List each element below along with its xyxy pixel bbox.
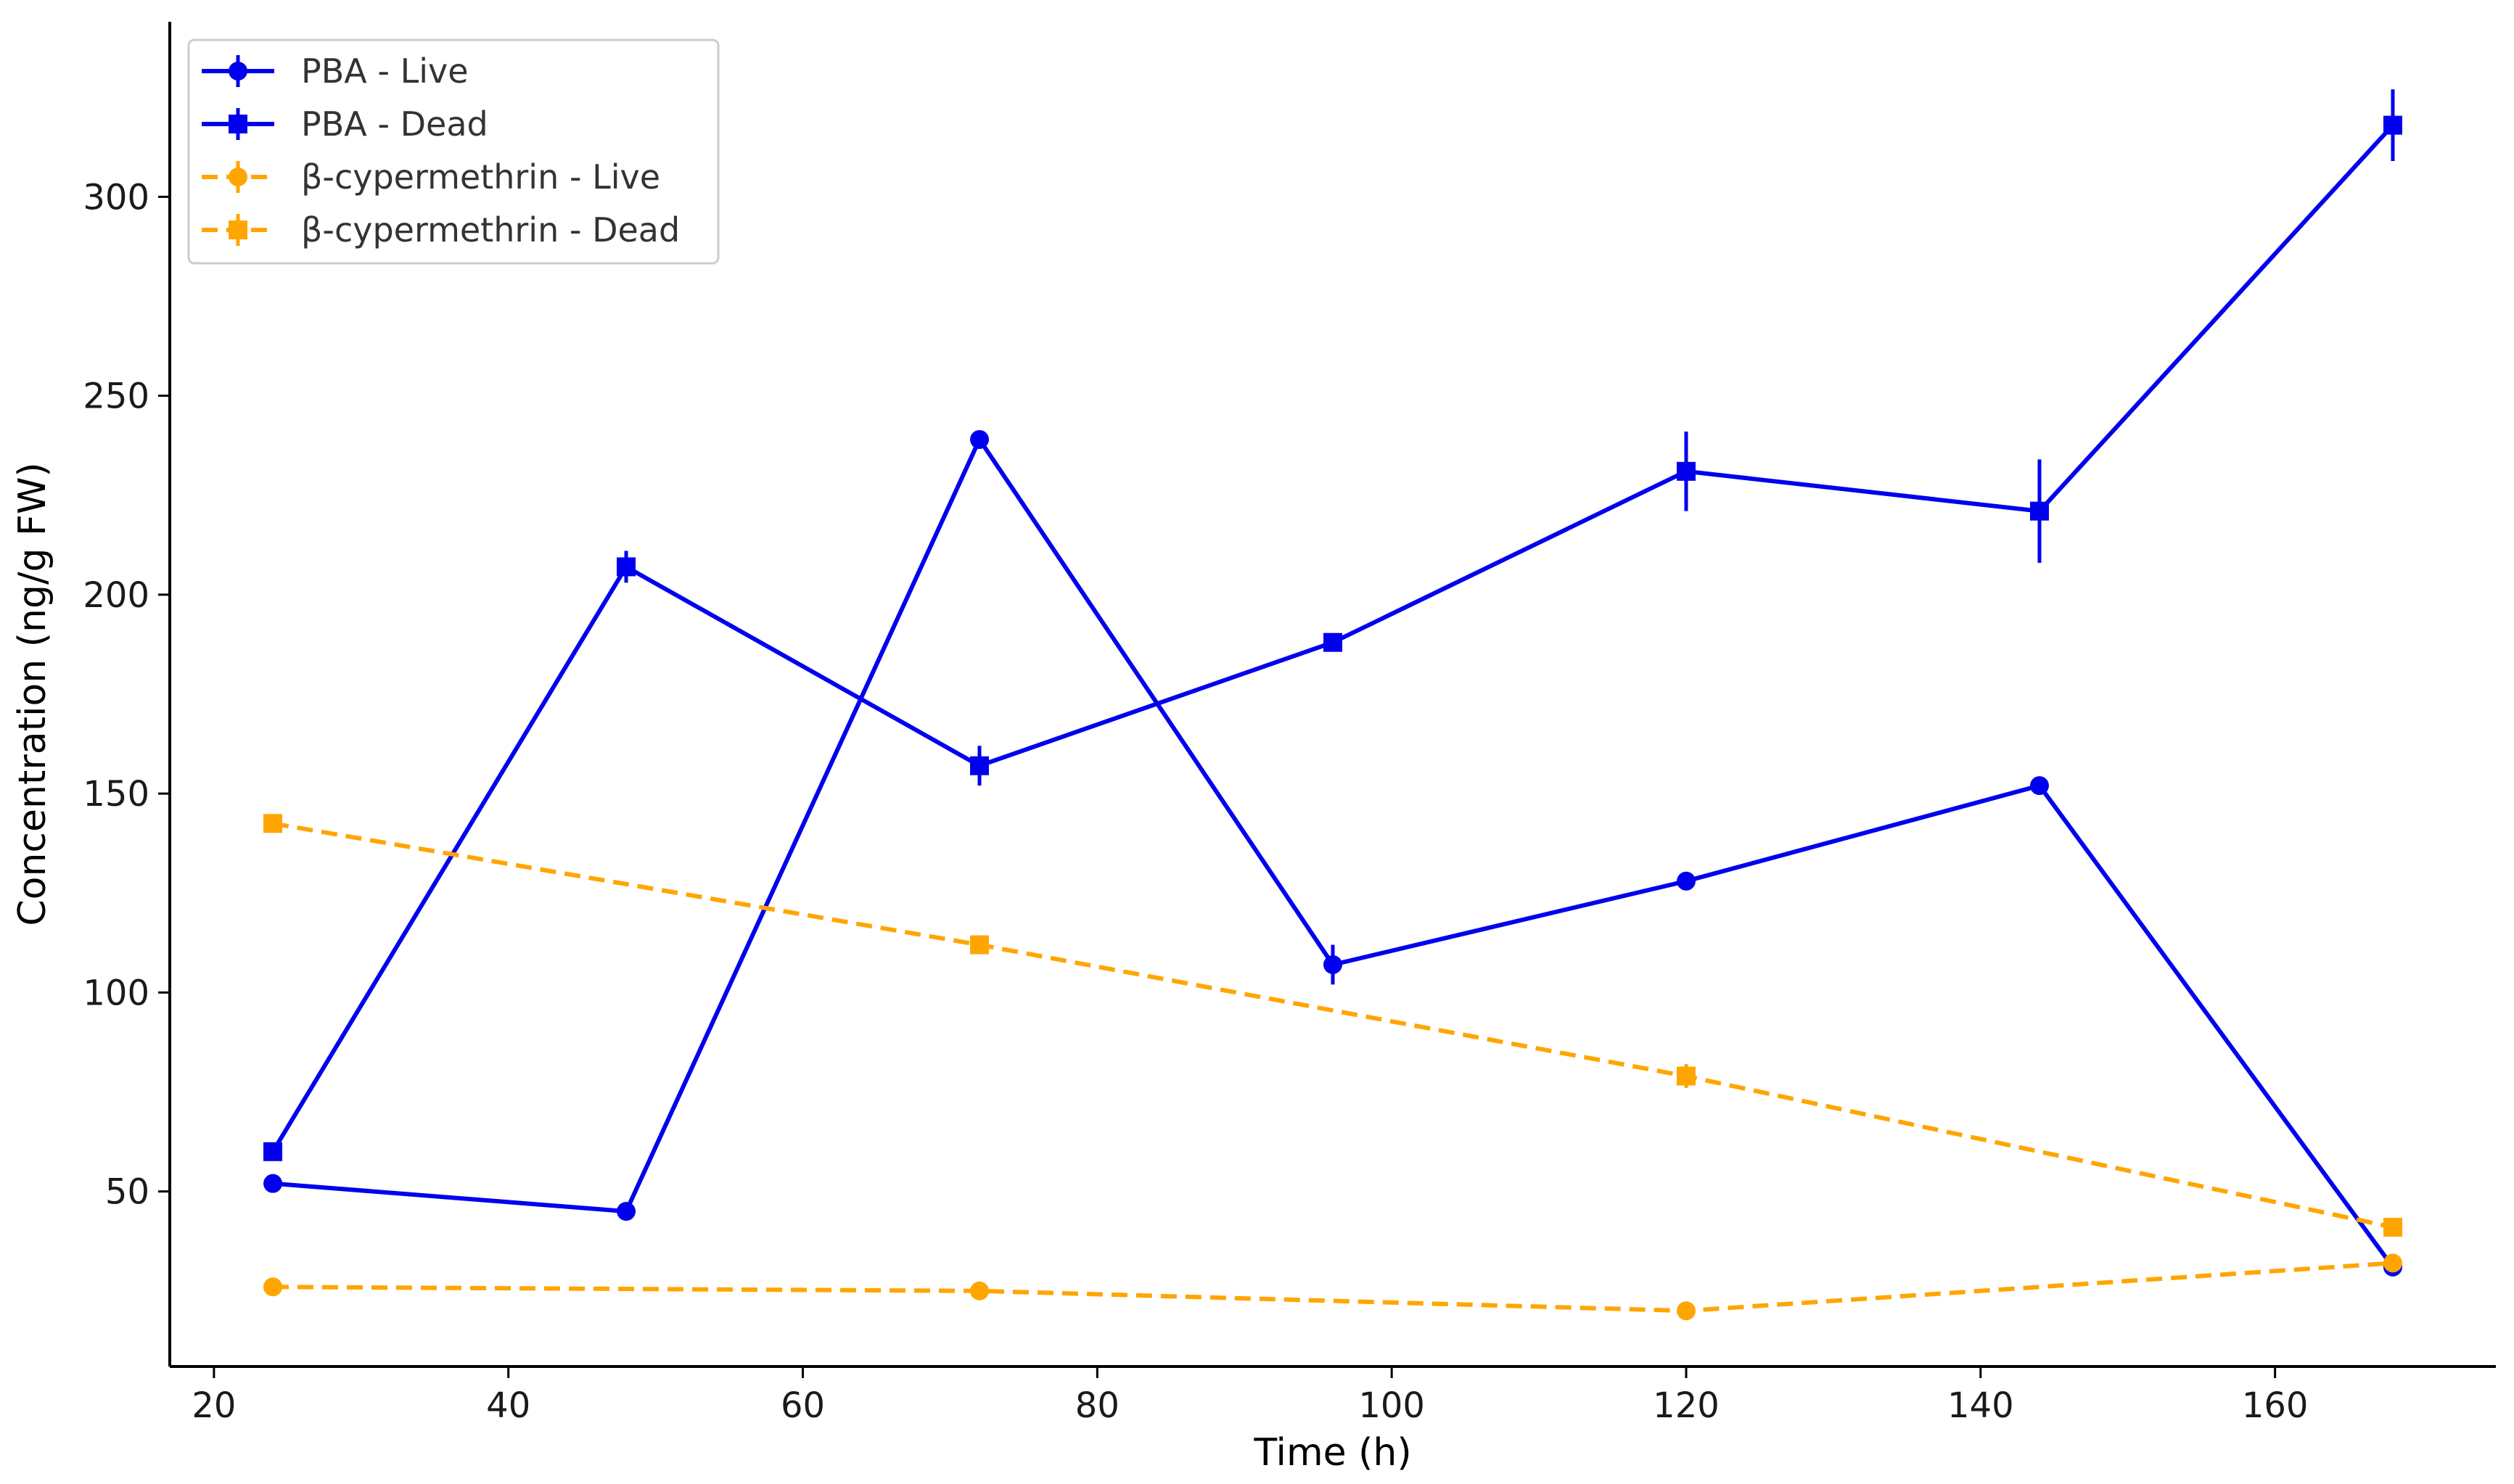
x-axis-title: Time (h) [1253, 1431, 1411, 1475]
series-cypermethrin-live [263, 1253, 2402, 1321]
data-point [2383, 1218, 2402, 1237]
legend-item: β-cypermethrin - Dead [202, 210, 680, 250]
data-point [970, 429, 990, 449]
y-tick-label: 50 [105, 1172, 149, 1213]
x-tick-label: 100 [1358, 1385, 1425, 1426]
legend-label: β-cypermethrin - Dead [301, 210, 680, 250]
series-pba-live [263, 429, 2402, 1277]
data-point [263, 814, 283, 833]
legend-item: PBA - Dead [202, 104, 488, 144]
data-point [1676, 461, 1696, 481]
series-line [272, 437, 2395, 1269]
y-tick-label: 100 [83, 973, 149, 1013]
y-tick-label: 150 [83, 774, 149, 815]
legend: PBA - Live PBA - Dead β-cypermethrin - Liv… [187, 38, 720, 265]
data-point [1676, 1066, 1696, 1086]
x-tick-label: 120 [1653, 1385, 1720, 1426]
data-point [1323, 955, 1342, 974]
legend-marker [229, 220, 247, 239]
data-point [1323, 632, 1342, 652]
y-tick-label: 300 [83, 177, 149, 218]
y-tick-label: 250 [83, 376, 149, 417]
data-point [1676, 1301, 1696, 1321]
legend-label: PBA - Live [301, 51, 469, 91]
x-tick-label: 20 [192, 1385, 236, 1426]
y-axis-title: Concentration (ng/g FW) [11, 462, 54, 926]
series-line [272, 821, 2394, 1229]
data-point [263, 1174, 283, 1193]
data-point [2029, 776, 2049, 796]
series-line [272, 1261, 2394, 1314]
data-point [970, 1281, 990, 1300]
legend-marker [229, 168, 247, 186]
legend-frame [187, 38, 720, 265]
data-point [2029, 501, 2049, 521]
legend-label: PBA - Dead [301, 104, 488, 144]
data-point [2383, 1253, 2402, 1273]
x-tick-label: 80 [1075, 1385, 1120, 1426]
legend-label: β-cypermethrin - Live [301, 157, 660, 197]
data-point [970, 935, 990, 955]
data-point [1676, 871, 1696, 891]
series-cypermethrin-dead [263, 814, 2402, 1237]
data-point [2383, 115, 2402, 135]
legend-item: PBA - Live [202, 51, 469, 91]
legend-item: β-cypermethrin - Live [202, 157, 660, 197]
data-series [263, 89, 2402, 1321]
legend-marker [229, 62, 247, 81]
x-tick-label: 160 [2242, 1385, 2309, 1426]
data-point [263, 1142, 283, 1161]
data-point [970, 756, 990, 775]
x-tick-label: 40 [486, 1385, 530, 1426]
y-tick-label: 200 [83, 575, 149, 616]
series-pba-dead [263, 89, 2402, 1161]
axes [168, 22, 2496, 1368]
data-point [617, 1202, 636, 1221]
data-point [617, 557, 636, 577]
axis-ticks: 20 40 60 80 100 120 140 160 50 100 150 200 250 300 [83, 177, 2308, 1426]
x-tick-label: 140 [1947, 1385, 2014, 1426]
data-point [263, 1277, 283, 1297]
x-tick-label: 60 [781, 1385, 825, 1426]
legend-marker [229, 115, 247, 133]
